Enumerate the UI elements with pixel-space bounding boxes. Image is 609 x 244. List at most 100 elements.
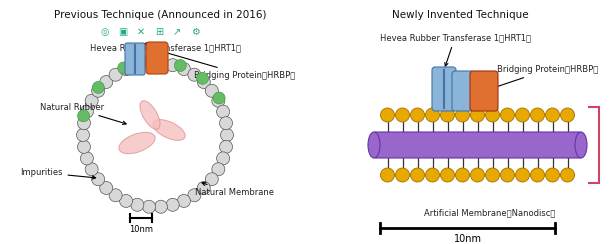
Text: Bridging Protein（HRBP）: Bridging Protein（HRBP） bbox=[161, 51, 295, 80]
Circle shape bbox=[177, 62, 191, 76]
Circle shape bbox=[212, 94, 225, 107]
Text: ▣: ▣ bbox=[118, 27, 128, 37]
Circle shape bbox=[410, 168, 424, 182]
Circle shape bbox=[546, 168, 560, 182]
Text: ⚙: ⚙ bbox=[191, 27, 199, 37]
Circle shape bbox=[410, 108, 424, 122]
FancyBboxPatch shape bbox=[146, 42, 168, 74]
Circle shape bbox=[395, 168, 409, 182]
Circle shape bbox=[426, 108, 440, 122]
FancyBboxPatch shape bbox=[470, 71, 498, 111]
Text: Newly Invented Technique: Newly Invented Technique bbox=[392, 10, 529, 20]
Circle shape bbox=[131, 198, 144, 211]
Circle shape bbox=[560, 108, 574, 122]
Text: Artificial Membrane（Nanodisc）: Artificial Membrane（Nanodisc） bbox=[424, 208, 555, 217]
Circle shape bbox=[174, 60, 186, 71]
Circle shape bbox=[155, 57, 167, 70]
Circle shape bbox=[188, 189, 201, 202]
Circle shape bbox=[219, 117, 233, 130]
Circle shape bbox=[440, 168, 454, 182]
Circle shape bbox=[118, 62, 130, 74]
Circle shape bbox=[530, 168, 544, 182]
Text: ✕: ✕ bbox=[137, 27, 145, 37]
Circle shape bbox=[92, 84, 105, 97]
Ellipse shape bbox=[119, 132, 155, 154]
Circle shape bbox=[177, 194, 191, 207]
Circle shape bbox=[119, 194, 133, 207]
Circle shape bbox=[119, 62, 133, 76]
Circle shape bbox=[515, 108, 529, 122]
Ellipse shape bbox=[153, 120, 185, 140]
Circle shape bbox=[217, 105, 230, 118]
Circle shape bbox=[501, 108, 515, 122]
Circle shape bbox=[381, 108, 395, 122]
Ellipse shape bbox=[368, 132, 380, 158]
Circle shape bbox=[471, 108, 485, 122]
Text: Hevea Rubber Transferase 1（HRT1）: Hevea Rubber Transferase 1（HRT1） bbox=[90, 43, 241, 52]
Text: ◎: ◎ bbox=[100, 27, 109, 37]
Circle shape bbox=[100, 182, 113, 194]
Circle shape bbox=[77, 110, 90, 122]
Circle shape bbox=[109, 189, 122, 202]
Circle shape bbox=[219, 140, 233, 153]
Text: Impurities: Impurities bbox=[20, 168, 96, 179]
Circle shape bbox=[501, 168, 515, 182]
Text: 10nm: 10nm bbox=[454, 234, 482, 244]
Ellipse shape bbox=[140, 101, 160, 129]
Text: Bridging Protein（HRBP）: Bridging Protein（HRBP） bbox=[488, 65, 599, 90]
Circle shape bbox=[77, 129, 90, 142]
Text: 10nm: 10nm bbox=[129, 225, 153, 234]
Text: ⊞: ⊞ bbox=[155, 27, 163, 37]
Circle shape bbox=[100, 76, 113, 89]
Circle shape bbox=[213, 92, 225, 104]
Text: Natural Rubber: Natural Rubber bbox=[40, 103, 126, 124]
Circle shape bbox=[515, 168, 529, 182]
Circle shape bbox=[560, 168, 574, 182]
Circle shape bbox=[143, 55, 155, 67]
Circle shape bbox=[197, 72, 208, 84]
Circle shape bbox=[395, 108, 409, 122]
Circle shape bbox=[485, 108, 499, 122]
Circle shape bbox=[80, 152, 93, 165]
Circle shape bbox=[426, 168, 440, 182]
Circle shape bbox=[530, 108, 544, 122]
Text: Previous Technique (Announced in 2016): Previous Technique (Announced in 2016) bbox=[54, 10, 266, 20]
Circle shape bbox=[85, 94, 98, 107]
Text: Natural Membrane: Natural Membrane bbox=[195, 182, 274, 197]
FancyBboxPatch shape bbox=[452, 71, 474, 111]
Circle shape bbox=[77, 117, 91, 130]
Circle shape bbox=[197, 76, 210, 89]
Circle shape bbox=[381, 168, 395, 182]
Ellipse shape bbox=[575, 132, 587, 158]
FancyBboxPatch shape bbox=[125, 43, 145, 75]
FancyBboxPatch shape bbox=[432, 67, 456, 111]
Circle shape bbox=[92, 173, 105, 186]
Circle shape bbox=[85, 163, 98, 176]
Text: Hevea Rubber Transferase 1（HRT1）: Hevea Rubber Transferase 1（HRT1） bbox=[379, 33, 530, 66]
Circle shape bbox=[109, 68, 122, 81]
Circle shape bbox=[166, 198, 179, 211]
Circle shape bbox=[456, 108, 470, 122]
Circle shape bbox=[212, 163, 225, 176]
Circle shape bbox=[456, 168, 470, 182]
Circle shape bbox=[485, 168, 499, 182]
Circle shape bbox=[143, 57, 155, 70]
Circle shape bbox=[188, 68, 201, 81]
Circle shape bbox=[217, 152, 230, 165]
Circle shape bbox=[155, 200, 167, 213]
Circle shape bbox=[471, 168, 485, 182]
Text: ↗: ↗ bbox=[173, 27, 181, 37]
Circle shape bbox=[440, 108, 454, 122]
Circle shape bbox=[205, 173, 218, 186]
Circle shape bbox=[93, 81, 104, 93]
Circle shape bbox=[220, 129, 233, 142]
Circle shape bbox=[197, 182, 210, 194]
FancyBboxPatch shape bbox=[373, 132, 582, 158]
Circle shape bbox=[80, 105, 93, 118]
Circle shape bbox=[205, 84, 218, 97]
Circle shape bbox=[143, 200, 155, 213]
Circle shape bbox=[131, 59, 144, 72]
Circle shape bbox=[546, 108, 560, 122]
Circle shape bbox=[77, 140, 91, 153]
Circle shape bbox=[166, 59, 179, 72]
